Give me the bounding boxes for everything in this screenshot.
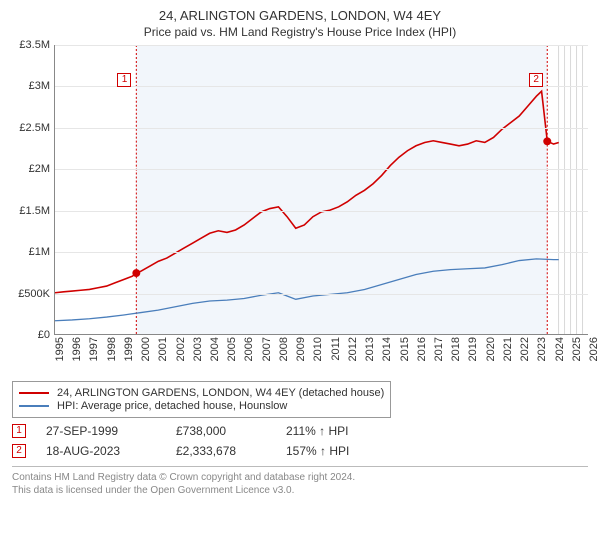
chart-title-address: 24, ARLINGTON GARDENS, LONDON, W4 4EY xyxy=(12,8,588,23)
event-marker-box: 2 xyxy=(529,73,543,87)
chart-container: £0£500K£1M£1.5M£2M£2.5M£3M£3.5M 19951996… xyxy=(12,45,588,375)
plot-area xyxy=(54,45,588,335)
event-marker-box: 1 xyxy=(117,73,131,87)
x-axis-ticks: 1995199619971998199920002001200220032004… xyxy=(54,335,588,375)
event-row: 1 27-SEP-1999 £738,000 211% ↑ HPI xyxy=(12,424,588,438)
footer-line1: Contains HM Land Registry data © Crown c… xyxy=(12,471,588,484)
events-table: 1 27-SEP-1999 £738,000 211% ↑ HPI 2 18-AUG-20… xyxy=(12,424,588,458)
footer-attribution: Contains HM Land Registry data © Crown c… xyxy=(12,466,588,497)
legend-item: 24, ARLINGTON GARDENS, LONDON, W4 4EY (d… xyxy=(19,387,384,399)
legend-label: 24, ARLINGTON GARDENS, LONDON, W4 4EY (d… xyxy=(57,387,384,399)
y-tick-label: £2M xyxy=(12,163,50,175)
y-tick-label: £0 xyxy=(12,329,50,341)
y-tick-label: £3.5M xyxy=(12,39,50,51)
gridline-horizontal xyxy=(55,128,588,129)
y-tick-label: £1M xyxy=(12,246,50,258)
event-marker-inline: 2 xyxy=(12,444,26,458)
event-delta: 211% ↑ HPI xyxy=(286,424,396,438)
event-delta: 157% ↑ HPI xyxy=(286,444,396,458)
legend: 24, ARLINGTON GARDENS, LONDON, W4 4EY (d… xyxy=(12,381,391,418)
chart-title-sub: Price paid vs. HM Land Registry's House … xyxy=(12,25,588,39)
chart-svg xyxy=(55,45,588,334)
legend-swatch xyxy=(19,405,49,407)
legend-item: HPI: Average price, detached house, Houn… xyxy=(19,400,384,412)
gridline-horizontal xyxy=(55,294,588,295)
y-tick-label: £3M xyxy=(12,80,50,92)
gridline-horizontal xyxy=(55,252,588,253)
gridline-horizontal xyxy=(55,45,588,46)
y-tick-label: £500K xyxy=(12,288,50,300)
event-date: 18-AUG-2023 xyxy=(46,444,156,458)
event-amount: £738,000 xyxy=(176,424,266,438)
y-axis-ticks: £0£500K£1M£1.5M£2M£2.5M£3M£3.5M xyxy=(12,45,52,335)
footer-line2: This data is licensed under the Open Gov… xyxy=(12,484,588,497)
legend-swatch xyxy=(19,392,49,394)
legend-label: HPI: Average price, detached house, Houn… xyxy=(57,400,287,412)
event-date: 27-SEP-1999 xyxy=(46,424,156,438)
gridline-horizontal xyxy=(55,211,588,212)
y-tick-label: £2.5M xyxy=(12,122,50,134)
gridline-horizontal xyxy=(55,169,588,170)
event-row: 2 18-AUG-2023 £2,333,678 157% ↑ HPI xyxy=(12,444,588,458)
gridline-horizontal xyxy=(55,86,588,87)
event-amount: £2,333,678 xyxy=(176,444,266,458)
x-tick-label: 2026 xyxy=(588,337,600,361)
y-tick-label: £1.5M xyxy=(12,205,50,217)
event-marker-inline: 1 xyxy=(12,424,26,438)
